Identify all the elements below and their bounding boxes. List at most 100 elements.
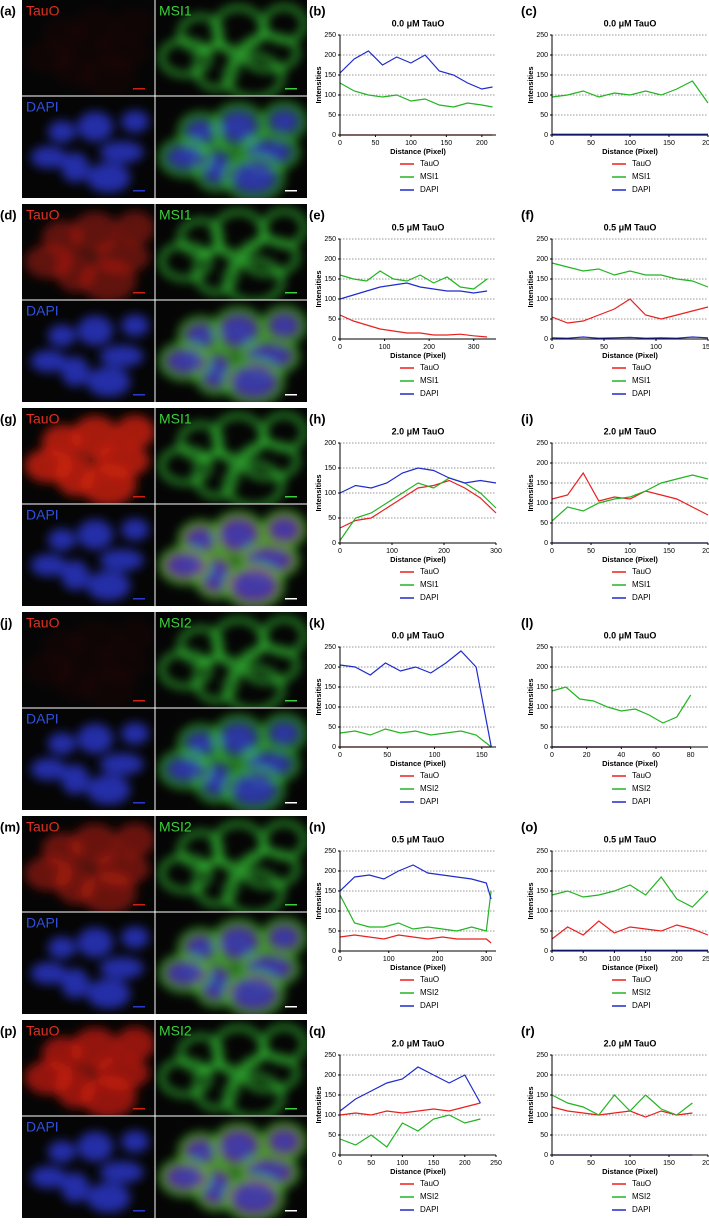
y-axis-title: Intensities <box>526 270 535 307</box>
data-line <box>339 82 493 108</box>
legend-label: DAPI <box>632 797 651 806</box>
legend-label: MSI2 <box>632 988 651 997</box>
cell <box>231 162 276 193</box>
cell <box>261 616 307 656</box>
cells <box>30 518 150 601</box>
cell <box>223 154 285 198</box>
cell <box>223 1174 285 1218</box>
y-tick-label: 200 <box>324 256 336 263</box>
legend-label: MSI1 <box>632 580 651 589</box>
legend-label: TauO <box>632 567 651 576</box>
cell <box>158 1157 212 1197</box>
cells <box>158 714 307 810</box>
y-tick-label: 250 <box>536 644 548 651</box>
cells <box>158 102 307 198</box>
y-tick-label: 0 <box>544 948 548 955</box>
x-axis-title: Distance (Pixel) <box>390 963 446 972</box>
cell <box>167 350 204 373</box>
chart-title: 0.0 μM TauO <box>392 18 445 28</box>
cell <box>231 1182 276 1213</box>
x-tick-label: 80 <box>687 752 695 759</box>
cell <box>186 528 215 551</box>
chart-title: 0.5 μM TauO <box>604 222 657 232</box>
chart-title: 0.5 μM TauO <box>604 834 657 844</box>
micrograph <box>22 300 155 402</box>
data-line <box>551 471 709 516</box>
y-tick-label: 200 <box>536 1072 548 1079</box>
cells <box>158 616 307 708</box>
cell <box>61 356 90 387</box>
cell <box>115 415 155 449</box>
x-axis-title: Distance (Pixel) <box>390 351 446 360</box>
scale-bar <box>133 1006 145 1008</box>
y-tick-label: 250 <box>536 440 548 447</box>
x-tick-label: 100 <box>624 140 636 147</box>
cell <box>261 4 307 44</box>
chart-title: 2.0 μM TauO <box>392 1038 445 1048</box>
panel-label: (d) <box>0 207 17 222</box>
cell <box>24 1060 73 1095</box>
cell <box>231 978 276 1009</box>
x-tick-label: 50 <box>372 140 380 147</box>
micrograph <box>155 912 307 1014</box>
cell <box>158 854 212 894</box>
cell <box>223 869 285 912</box>
legend-label: MSI1 <box>632 376 651 385</box>
cell <box>261 102 307 141</box>
cells <box>24 7 155 96</box>
cell <box>115 619 155 653</box>
y-tick-label: 0 <box>332 540 336 547</box>
legend-label: TauO <box>420 1179 439 1188</box>
legend-label: TauO <box>632 771 651 780</box>
y-tick-label: 200 <box>536 664 548 671</box>
x-tick-label: 0 <box>338 1160 342 1167</box>
legend-label: MSI1 <box>420 376 439 385</box>
cell <box>193 1063 239 1111</box>
x-tick-label: 200 <box>671 956 683 963</box>
micrograph <box>155 1116 307 1218</box>
legend-label: DAPI <box>420 1205 439 1214</box>
legend-label: MSI1 <box>420 580 439 589</box>
cell <box>223 562 285 606</box>
y-tick-label: 150 <box>324 1092 336 1099</box>
micrograph <box>22 0 155 96</box>
panel-label: (o) <box>521 819 538 834</box>
panel-label: (p) <box>0 1023 17 1038</box>
y-tick-label: 100 <box>324 908 336 915</box>
cells <box>24 211 155 300</box>
cell <box>261 1024 307 1064</box>
x-axis-title: Distance (Pixel) <box>602 963 658 972</box>
y-tick-label: 100 <box>536 92 548 99</box>
scale-bar <box>133 292 145 294</box>
cells <box>24 415 155 504</box>
cell <box>270 518 299 541</box>
scale-bar <box>133 700 145 702</box>
data-line <box>339 1114 481 1148</box>
y-tick-label: 250 <box>324 32 336 39</box>
cell <box>77 315 114 346</box>
y-tick-label: 200 <box>536 868 548 875</box>
cell <box>115 823 155 857</box>
x-tick-label: 100 <box>650 344 662 351</box>
legend-label: MSI1 <box>420 172 439 181</box>
x-tick-label: 200 <box>702 548 709 555</box>
panel-label: (i) <box>521 411 533 426</box>
x-axis-title: Distance (Pixel) <box>602 759 658 768</box>
scale-bar <box>285 598 297 600</box>
y-tick-label: 100 <box>324 296 336 303</box>
cell <box>47 936 76 959</box>
cell <box>270 722 299 745</box>
cell <box>223 665 285 708</box>
x-tick-label: 300 <box>468 344 480 351</box>
channel-label: DAPI <box>26 915 59 931</box>
y-tick-label: 200 <box>324 52 336 59</box>
y-tick-label: 0 <box>544 540 548 547</box>
x-tick-label: 60 <box>652 752 660 759</box>
cell <box>80 667 137 708</box>
x-axis-title: Distance (Pixel) <box>602 147 658 156</box>
y-tick-label: 50 <box>328 1132 336 1139</box>
micrograph <box>22 1116 155 1218</box>
legend-label: TauO <box>632 159 651 168</box>
cells <box>158 820 307 912</box>
x-tick-label: 0 <box>338 548 342 555</box>
